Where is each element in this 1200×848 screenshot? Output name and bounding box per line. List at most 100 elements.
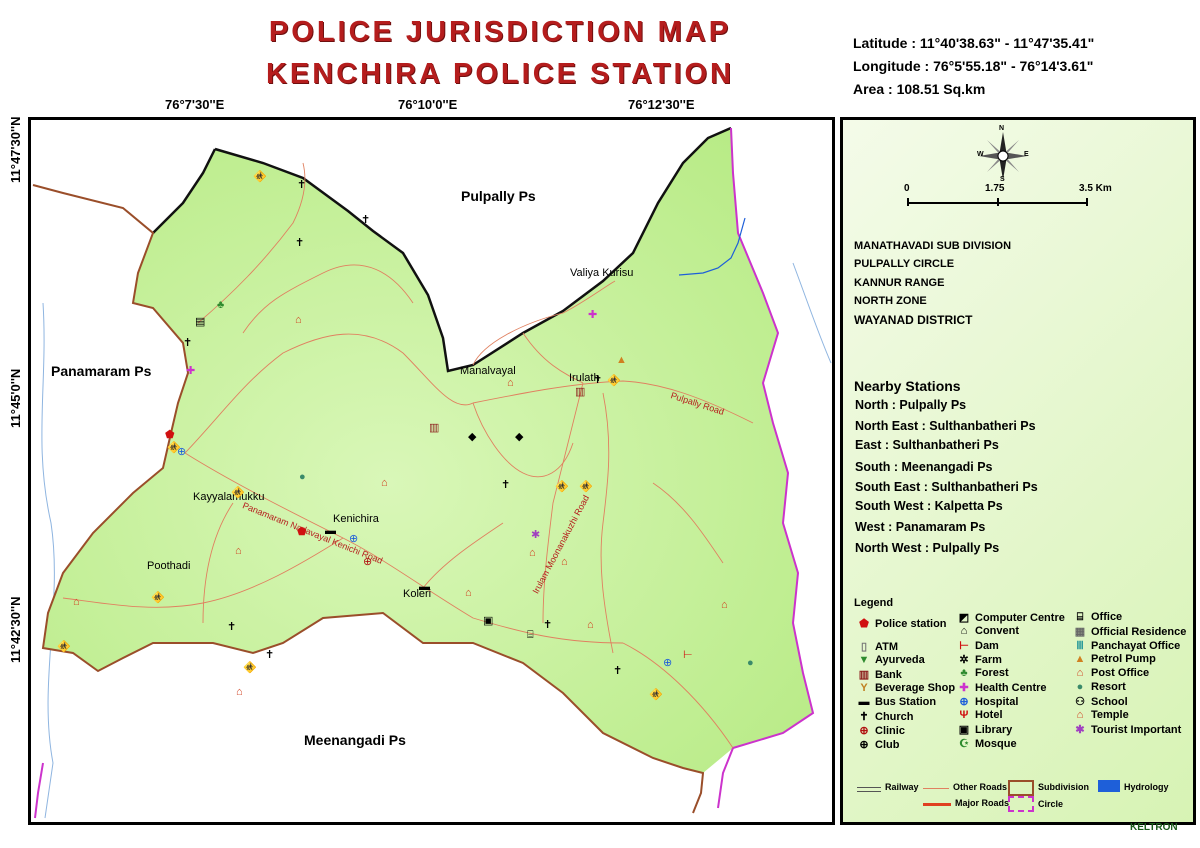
school-icon: ⚇ [1075,696,1085,708]
police-station-icon[interactable]: ⬟ [165,429,175,441]
scale-tick [1086,198,1088,206]
bus-station-icon[interactable]: ▬ [325,525,336,537]
place-label: Manalvayal [460,365,516,377]
official-residence-icon: ▦ [1074,626,1086,638]
church-icon[interactable]: ✝ [501,479,511,491]
police-station-icon[interactable]: ⬟ [297,526,307,538]
temple-icon[interactable]: ⌂ [295,314,302,326]
resort-icon[interactable]: ● [747,657,754,669]
dam-icon[interactable]: ⊢ [683,649,693,661]
legend-club: ⊕ Club [857,738,899,751]
nearby-station: East : Sulthanbatheri Ps [855,438,999,452]
admin-line: PULPALLY CIRCLE [854,258,955,270]
temple-icon[interactable]: ⌂ [235,545,242,557]
church-icon[interactable]: ✝ [295,237,305,249]
school-icon[interactable]: 🚸 [151,592,165,604]
scale-tick [907,198,909,206]
school-icon[interactable]: 🚸 [579,481,593,493]
office-icon[interactable]: ⌸ [527,629,534,641]
health-centre-icon[interactable]: ✚ [588,309,598,321]
church-icon[interactable]: ✝ [361,214,371,226]
boundary-line [152,148,217,234]
legend-panchayat-office: Ⅲ Panchayat Office [1073,639,1180,652]
scale-label: 0 [904,183,910,194]
place-label: Kenichira [333,513,379,525]
hospital-icon[interactable]: ⊕ [349,533,359,545]
temple-icon[interactable]: ⌂ [721,599,728,611]
keltron-logo: KELTRON [1130,822,1178,833]
temple-icon[interactable]: ⌂ [507,377,514,389]
temple-icon: ⌂ [1076,709,1084,721]
temple-icon[interactable]: ⌂ [561,556,568,568]
petrol-pump-icon[interactable]: ▲ [616,354,627,366]
longitude-tick: 76°7'30''E [165,97,225,112]
school-icon[interactable]: 🚸 [253,171,267,183]
legend-major-roads: Major Roads [955,798,1010,808]
hydrology-line [678,217,746,276]
church-icon[interactable]: ✝ [297,179,307,191]
temple-icon[interactable]: ⌂ [587,619,594,631]
legend-church: ✝ Church [857,710,913,723]
tourist-important-icon[interactable]: ✱ [531,529,541,541]
school-icon[interactable]: 🚸 [555,481,569,493]
panchayat-office-icon: Ⅲ [1076,640,1084,652]
nearby-station: South East : Sulthanbatheri Ps [855,480,1038,494]
church-icon[interactable]: ✝ [265,649,275,661]
library-icon[interactable]: ▣ [483,615,494,627]
legend-farm: ✲ Farm [957,653,1002,666]
church-icon[interactable]: ✝ [543,619,553,631]
clinic-icon[interactable]: ⊕ [363,556,373,568]
longitude-tick: 76°10'0''E [398,97,458,112]
school-icon[interactable]: 🚸 [57,641,71,653]
temple-icon[interactable]: ⌂ [73,596,80,608]
bus-station-icon: ▬ [858,696,870,708]
church-icon[interactable]: ✝ [227,621,237,633]
office-icon[interactable]: ▤ [195,316,206,328]
bank-icon[interactable]: ▥ [429,422,440,434]
farm-icon: ✲ [959,654,969,666]
forest-icon[interactable]: ♣ [217,299,225,311]
hospital-icon: ⊕ [959,696,969,708]
legend-hydrology: Hydrology [1124,782,1169,792]
temple-icon[interactable]: ⌂ [236,686,243,698]
temple-icon[interactable]: ⌂ [381,477,388,489]
resort-icon[interactable]: ● [299,471,306,483]
bus-station-icon[interactable]: ▬ [419,581,430,593]
police-station-icon: ⬟ [859,618,869,630]
hospital-icon[interactable]: ⊕ [663,657,673,669]
scale-label: 1.75 [985,183,1005,194]
map-canvas[interactable] [31,120,832,822]
nearby-station: South : Meenangadi Ps [855,460,993,474]
church-icon[interactable]: ✝ [593,374,603,386]
legend-railway: Railway [885,782,919,792]
temple-icon[interactable]: ⌂ [465,587,472,599]
convent-icon: ⌂ [960,625,968,637]
school-icon[interactable]: 🚸 [607,375,621,387]
computer-centre-icon[interactable]: ◆ [468,431,477,443]
legend-bus-station: ▬ Bus Station [858,696,937,708]
mosque-icon: ☪ [959,738,969,750]
office-icon: ⌸ [1076,611,1084,623]
scale-tick [997,198,999,206]
legend-other-roads: Other Roads [953,782,1008,792]
subdivision-line [32,184,705,814]
school-icon[interactable]: 🚸 [231,487,245,499]
health-centre-icon: ✚ [959,682,969,694]
health-centre-icon[interactable]: ✚ [186,365,196,377]
hotel-icon: Ψ [959,709,969,721]
computer-centre-icon[interactable]: ◆ [515,431,524,443]
bank-icon[interactable]: ▥ [575,386,586,398]
nearby-station: West : Panamaram Ps [855,520,986,534]
church-icon[interactable]: ✝ [183,337,193,349]
hospital-icon[interactable]: ⊕ [177,446,187,458]
neighbour-label: Panamaram Ps [51,363,152,379]
legend-health-centre: ✚ Health Centre [957,681,1046,694]
school-icon[interactable]: 🚸 [649,689,663,701]
church-icon[interactable]: ✝ [613,665,623,677]
legend-subdivision: Subdivision [1038,782,1090,792]
map-frame[interactable]: Pulpally Ps Panamaram Ps Meenangadi Ps V… [28,117,835,825]
compass-s: S [1000,176,1005,183]
temple-icon[interactable]: ⌂ [529,547,536,559]
school-icon[interactable]: 🚸 [243,662,257,674]
school-icon[interactable]: 🚸 [167,442,181,454]
